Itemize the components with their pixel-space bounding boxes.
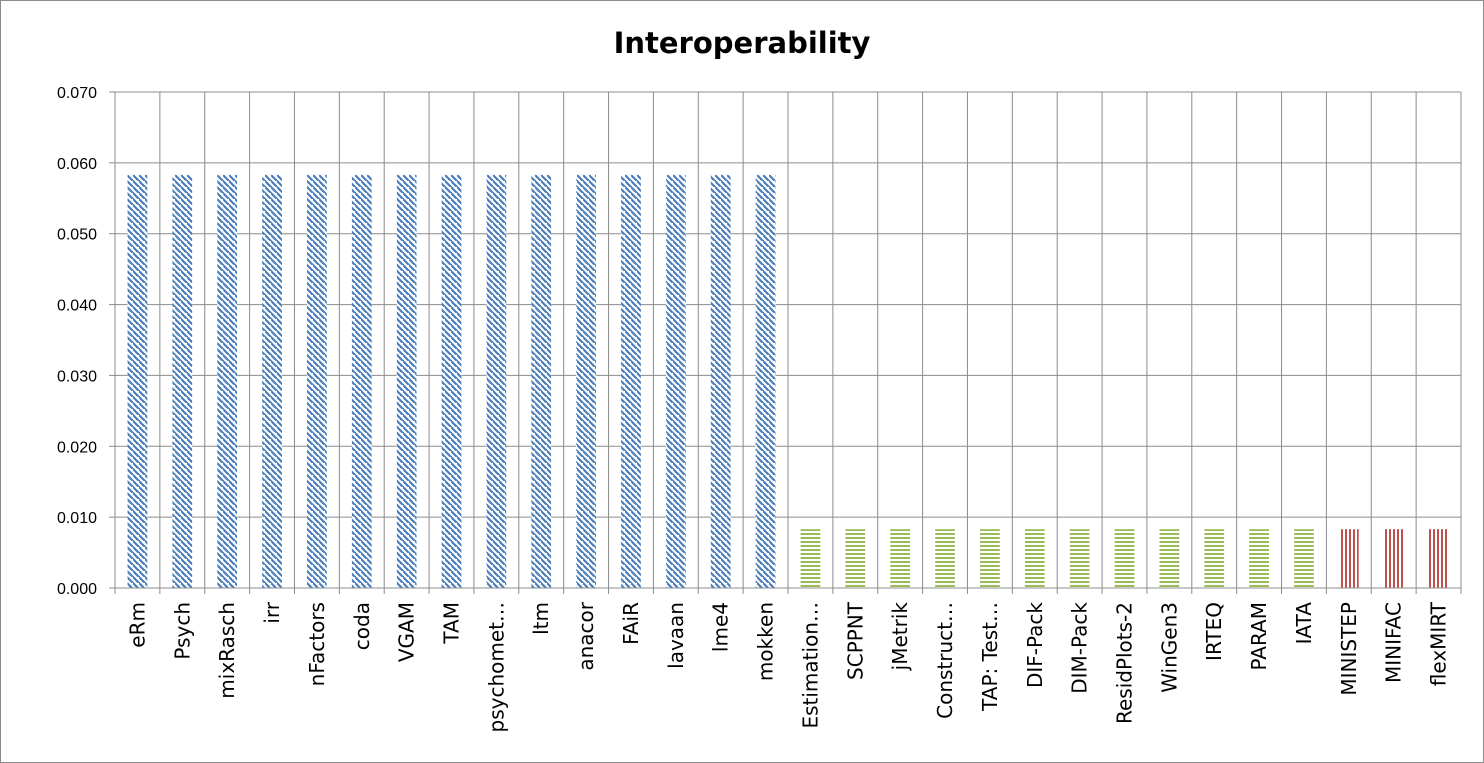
bar [1159,529,1180,588]
x-tick-label: IATA [1292,602,1316,645]
y-tick-label: 0.070 [57,85,97,102]
bar [307,174,327,588]
x-tick-label: psychomet… [484,602,508,733]
bar [262,174,282,588]
x-tick-label: ltm [529,602,553,635]
y-tick-label: 0.010 [57,510,97,527]
y-tick-label: 0.020 [57,439,97,456]
x-tick-label: VGAM [395,602,419,662]
x-tick-label: mokken [754,602,778,681]
x-tick-label: PARAM [1247,602,1271,671]
x-tick-label: lme4 [709,602,733,652]
bar [172,174,193,588]
x-tick-label: irr [260,601,284,623]
bar [1069,529,1090,588]
bar [890,529,911,588]
x-tick-label: Estimation… [798,602,822,729]
y-tick-label: 0.000 [57,581,97,598]
bar [800,529,821,588]
x-tick-label: mixRasch [215,602,239,699]
bar [1249,529,1269,588]
x-tick-label: ResidPlots-2 [1113,602,1137,724]
x-tick-label: DIM-Pack [1068,602,1092,694]
bar [665,174,686,588]
bar [1428,529,1449,588]
x-tick-label: TAM [440,602,464,645]
x-tick-label: Construct… [933,602,957,719]
bar [531,174,552,588]
bar [710,174,731,588]
x-tick-label: WinGen3 [1157,602,1181,693]
x-tick-label: lavaan [664,602,688,669]
y-tick-label: 0.050 [57,227,97,244]
bar [1114,529,1135,588]
bar [1338,529,1359,588]
x-tick-label: anacor [574,601,598,670]
x-tick-label: IRTEQ [1202,602,1226,661]
bar [576,174,596,588]
bar [486,174,507,588]
x-tick-label: jMetrik [888,602,912,672]
x-tick-label: TAP: Test… [978,602,1002,712]
bar [845,529,866,588]
y-tick-label: 0.060 [57,156,97,173]
x-tick-label: Psych [170,602,194,660]
bar [217,174,238,588]
x-tick-label: MINISTEP [1337,602,1361,696]
bar [1024,529,1045,588]
bar [755,174,776,588]
bar [351,174,372,588]
x-tick-label: DIF-Pack [1023,602,1047,688]
bar [980,529,1000,588]
bar [935,529,955,588]
bar [621,174,641,588]
bar [1383,529,1404,588]
x-tick-label: flexMIRT [1427,601,1451,686]
bar [127,174,148,588]
y-tick-label: 0.030 [57,368,97,385]
x-tick-label: FAiR [619,602,643,645]
bar [1204,529,1225,588]
x-tick-label: MINIFAC [1382,602,1406,683]
bar [1294,529,1314,588]
x-tick-label: eRm [125,602,149,648]
x-tick-label: coda [350,602,374,650]
bar [396,174,417,588]
bar [441,174,462,588]
y-tick-label: 0.040 [57,298,97,315]
x-tick-label: nFactors [305,602,329,686]
x-tick-label: SCPPNT [843,601,867,680]
chart-title: Interoperability [614,26,871,60]
